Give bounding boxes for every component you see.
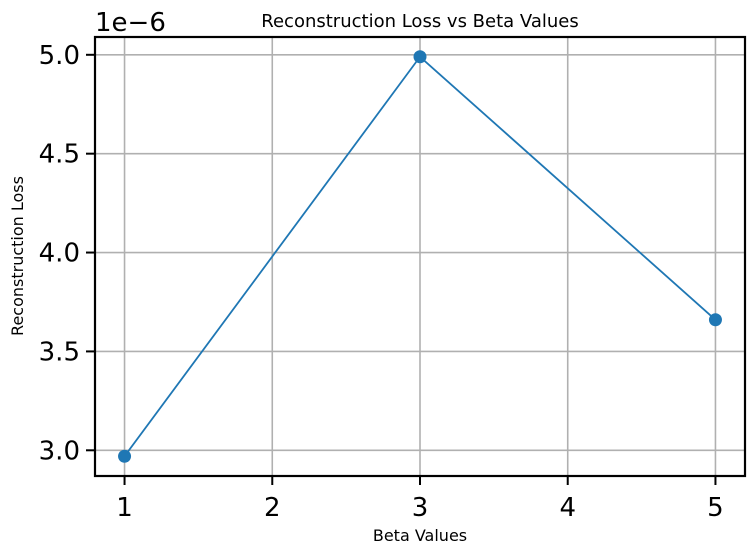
grid (95, 37, 745, 476)
data-point (708, 313, 722, 327)
x-tick-label: 5 (707, 493, 724, 523)
data-point (118, 449, 132, 463)
y-offset-label: 1e−6 (95, 8, 166, 38)
x-tick-label: 1 (116, 493, 133, 523)
chart-title: Reconstruction Loss vs Beta Values (261, 11, 578, 32)
plot-frame (93, 35, 747, 478)
x-tick-label: 3 (412, 493, 429, 523)
y-tick-label: 3.0 (39, 436, 80, 466)
data-points (118, 50, 722, 463)
y-tick-label: 5.0 (39, 41, 80, 71)
x-tick-label: 2 (264, 493, 281, 523)
y-axis-label: Reconstruction Loss (8, 176, 27, 336)
x-tick-label: 4 (559, 493, 576, 523)
y-tick-label: 3.5 (39, 337, 80, 367)
x-axis-label: Beta Values (373, 526, 467, 545)
data-point (413, 50, 427, 64)
y-tick-label: 4.0 (39, 239, 80, 269)
axis-ticks: 1 2 3 4 5 3.0 3.5 4.0 4.5 5.0 (39, 41, 724, 523)
y-tick-label: 4.5 (39, 140, 80, 170)
